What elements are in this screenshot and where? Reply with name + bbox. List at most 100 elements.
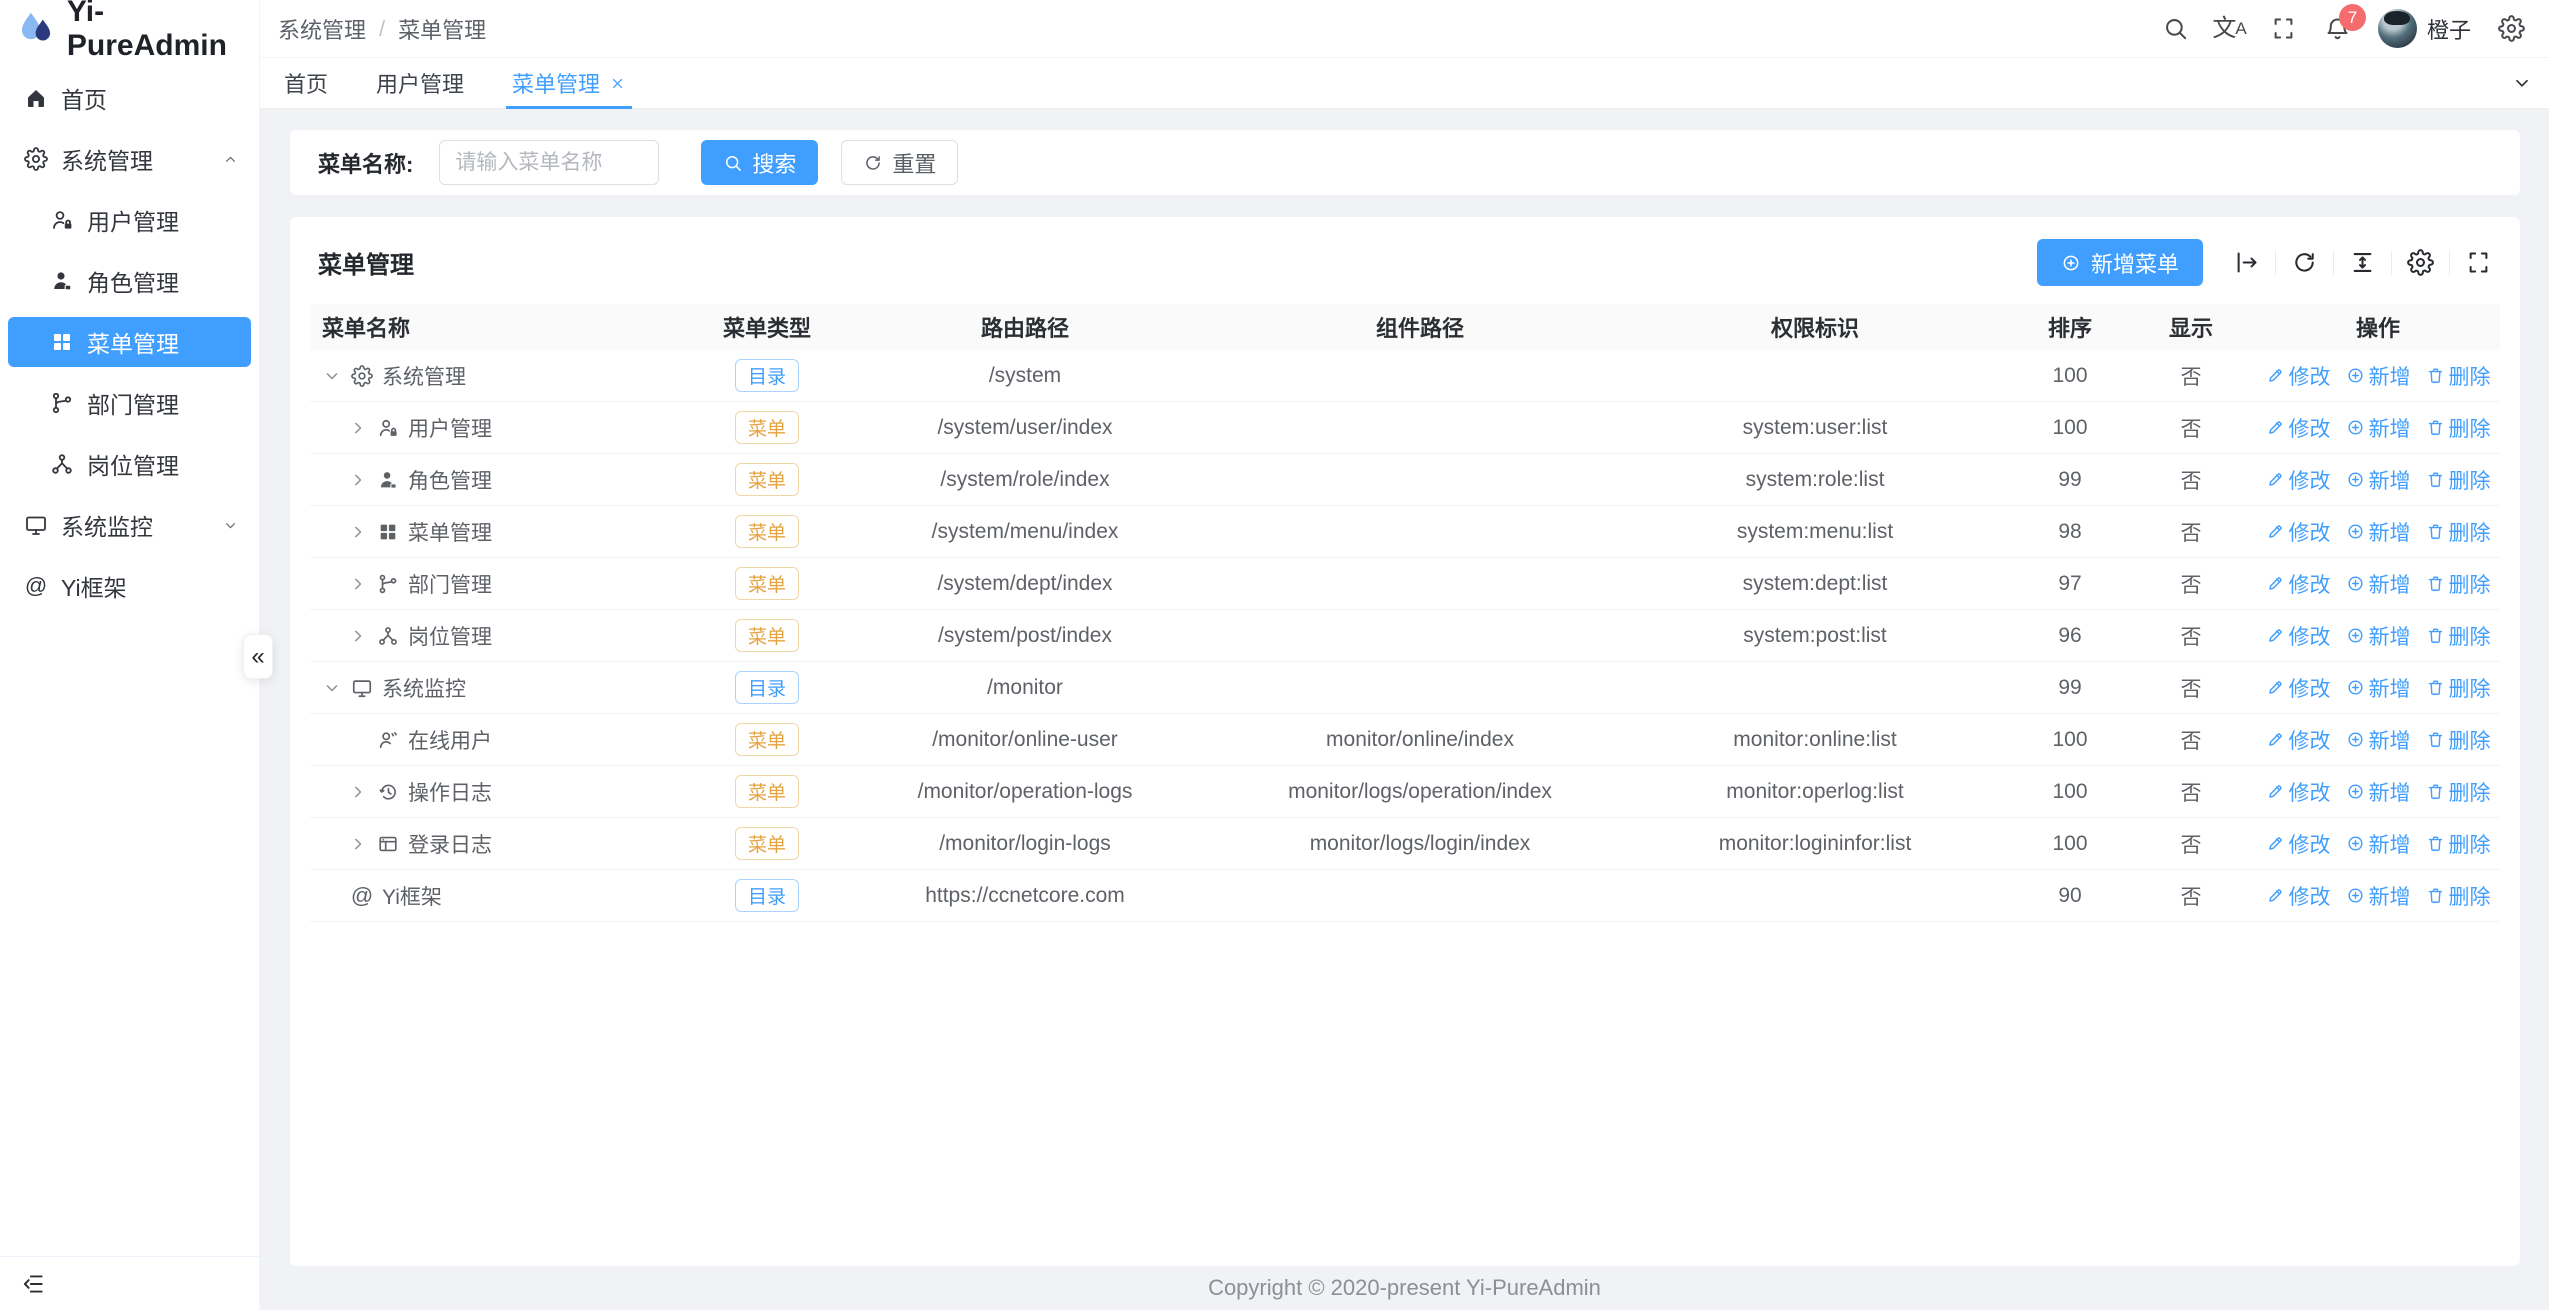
edit-action-label: 修改	[2288, 885, 2331, 909]
add-action[interactable]: 新增	[2346, 777, 2411, 807]
edit-action[interactable]: 修改	[2266, 465, 2331, 495]
menu-type-tag: 菜单	[734, 775, 799, 808]
cell-menu-type: 菜单	[708, 567, 826, 600]
edit-action[interactable]: 修改	[2266, 517, 2331, 547]
menu-name-text: 岗位管理	[408, 625, 492, 649]
close-icon[interactable]	[609, 75, 626, 92]
edit-icon	[2266, 886, 2285, 905]
add-action[interactable]: 新增	[2346, 569, 2411, 599]
delete-action-label: 删除	[2448, 833, 2491, 857]
delete-action[interactable]: 删除	[2426, 621, 2491, 651]
edit-action[interactable]: 修改	[2266, 361, 2331, 391]
sidebar-item-label: Yi框架	[61, 575, 127, 601]
cell-permission: system:user:list	[1742, 415, 1888, 439]
sidebar-item-system-monitor[interactable]: 系统监控	[8, 500, 251, 550]
add-menu-button[interactable]: 新增菜单	[2036, 239, 2203, 286]
chevron-down-icon[interactable]	[2511, 72, 2533, 94]
expand-columns-icon[interactable]	[2233, 249, 2260, 276]
sidebar-collapse-button[interactable]: «	[243, 634, 273, 679]
expand-row-chevron-down-icon[interactable]	[322, 366, 342, 386]
sidebar-item-system-management[interactable]: 系统管理	[8, 134, 251, 184]
edit-action-label: 修改	[2288, 833, 2331, 857]
sidebar-item-post-management[interactable]: 岗位管理	[8, 439, 251, 489]
edit-action[interactable]: 修改	[2266, 569, 2331, 599]
sidebar-item-role-management[interactable]: 角色管理	[8, 256, 251, 306]
fullscreen-icon[interactable]	[2465, 249, 2492, 276]
add-action[interactable]: 新增	[2346, 465, 2411, 495]
bell-icon[interactable]: 7	[2324, 4, 2366, 42]
breadcrumb-item[interactable]: 系统管理	[278, 17, 367, 43]
menu-name-input[interactable]	[439, 140, 660, 185]
sidebar: Yi-PureAdmin 首页 系统管理 用户管理 角色管理 菜单管理 部门管理 岗位管理系…	[0, 0, 260, 1310]
cell-actions: 修改 新增 删除	[2256, 777, 2500, 807]
gear-icon[interactable]	[2407, 249, 2434, 276]
refresh-icon[interactable]	[2291, 249, 2318, 276]
edit-action[interactable]: 修改	[2266, 881, 2331, 911]
tab-user-management[interactable]: 用户管理	[370, 58, 470, 108]
sidebar-item-yi-framework[interactable]: @ Yi框架	[8, 561, 251, 611]
expand-row-chevron-right-icon[interactable]	[348, 782, 368, 802]
add-action-label: 新增	[2368, 521, 2411, 545]
expand-row-chevron-right-icon[interactable]	[348, 626, 368, 646]
edit-action-label: 修改	[2288, 469, 2331, 493]
search-icon[interactable]	[2162, 15, 2189, 42]
density-icon[interactable]	[2349, 249, 2376, 276]
edit-action[interactable]: 修改	[2266, 413, 2331, 443]
edit-action[interactable]: 修改	[2266, 621, 2331, 651]
expand-row-chevron-right-icon[interactable]	[348, 834, 368, 854]
expand-row-chevron-right-icon[interactable]	[348, 522, 368, 542]
delete-action[interactable]: 删除	[2426, 413, 2491, 443]
tab-menu-management[interactable]: 菜单管理	[506, 58, 633, 109]
add-action[interactable]: 新增	[2346, 621, 2411, 651]
sidebar-item-home[interactable]: 首页	[8, 73, 251, 123]
edit-action[interactable]: 修改	[2266, 725, 2331, 755]
delete-action[interactable]: 删除	[2426, 465, 2491, 495]
delete-action[interactable]: 删除	[2426, 673, 2491, 703]
search-button[interactable]: 搜索	[701, 140, 819, 185]
add-action[interactable]: 新增	[2346, 673, 2411, 703]
expand-row-chevron-right-icon[interactable]	[348, 418, 368, 438]
plus-circle-icon	[2346, 678, 2365, 697]
expand-row-chevron-right-icon[interactable]	[348, 574, 368, 594]
edit-action[interactable]: 修改	[2266, 777, 2331, 807]
add-action[interactable]: 新增	[2346, 881, 2411, 911]
add-action[interactable]: 新增	[2346, 725, 2411, 755]
add-action-label: 新增	[2368, 573, 2411, 597]
table-row: 菜单管理 菜单/system/menu/index system:menu:list…	[310, 506, 2500, 558]
cell-menu-name: 在线用户	[310, 725, 708, 755]
expand-row-chevron-right-icon[interactable]	[348, 470, 368, 490]
sidebar-item-dept-management[interactable]: 部门管理	[8, 378, 251, 428]
add-action[interactable]: 新增	[2346, 361, 2411, 391]
tab-home[interactable]: 首页	[278, 58, 334, 108]
delete-action-label: 删除	[2448, 417, 2491, 441]
sidebar-item-label: 角色管理	[87, 270, 179, 296]
menu-type-tag: 菜单	[734, 619, 799, 652]
add-action[interactable]: 新增	[2346, 517, 2411, 547]
add-action[interactable]: 新增	[2346, 413, 2411, 443]
plus-circle-icon	[2346, 418, 2365, 437]
sidebar-item-menu-management[interactable]: 菜单管理	[8, 317, 251, 367]
reset-button-label: 重置	[892, 151, 937, 177]
fullscreen-icon[interactable]	[2270, 15, 2297, 42]
user-menu[interactable]: 橙子	[2377, 9, 2471, 48]
delete-action[interactable]: 删除	[2426, 725, 2491, 755]
reset-button[interactable]: 重置	[841, 140, 959, 185]
collapse-sidebar-icon[interactable]	[20, 1271, 46, 1297]
delete-action[interactable]: 删除	[2426, 881, 2491, 911]
delete-action[interactable]: 删除	[2426, 517, 2491, 547]
gear-icon[interactable]	[2498, 15, 2525, 42]
add-action[interactable]: 新增	[2346, 829, 2411, 859]
sidebar-item-user-management[interactable]: 用户管理	[8, 195, 251, 245]
delete-action[interactable]: 删除	[2426, 361, 2491, 391]
delete-action[interactable]: 删除	[2426, 569, 2491, 599]
toolbar-divider	[2391, 250, 2392, 275]
expand-row-chevron-down-icon[interactable]	[322, 678, 342, 698]
login-log-icon	[377, 833, 399, 855]
delete-action[interactable]: 删除	[2426, 829, 2491, 859]
edit-action[interactable]: 修改	[2266, 829, 2331, 859]
delete-action[interactable]: 删除	[2426, 777, 2491, 807]
cell-sort: 97	[2058, 571, 2082, 595]
tab-label: 首页	[284, 72, 329, 97]
edit-action[interactable]: 修改	[2266, 673, 2331, 703]
